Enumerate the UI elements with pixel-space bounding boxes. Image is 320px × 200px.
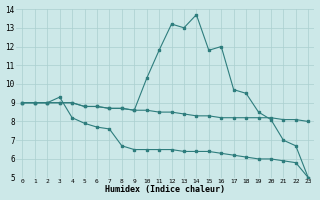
X-axis label: Humidex (Indice chaleur): Humidex (Indice chaleur)	[105, 185, 225, 194]
